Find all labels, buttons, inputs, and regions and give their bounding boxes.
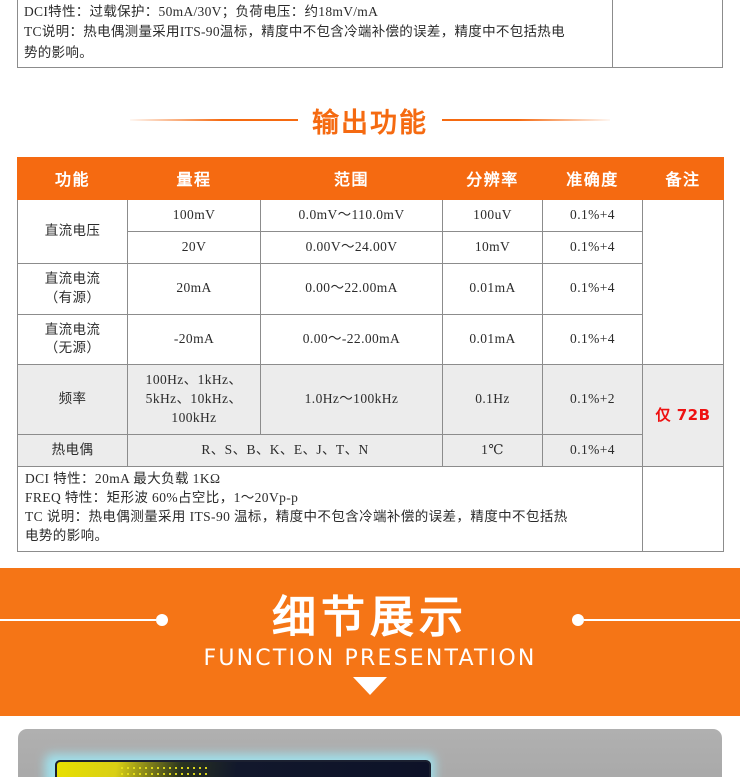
- detail-presentation-banner: 细节展示 FUNCTION PRESENTATION: [0, 568, 740, 716]
- banner-dot-right-icon: [572, 614, 584, 626]
- cell-resolution: 0.1Hz: [442, 364, 543, 436]
- table-header-row: 功能 量程 范围 分辨率 准确度 备注: [17, 157, 724, 200]
- banner-dot-left-icon: [156, 614, 168, 626]
- footer-blank-cell: [642, 465, 724, 553]
- cell-accuracy: 0.1%+4: [542, 230, 643, 264]
- footnote-freq: FREQ 特性：矩形波 60%占空比，1～20Vp-p: [25, 489, 299, 505]
- col-header-accuracy: 准确度: [542, 157, 643, 200]
- cell-resolution: 0.01mA: [442, 262, 543, 315]
- cell-line-2: （无源）: [44, 340, 101, 356]
- table-row: 热电偶 R、S、B、K、E、J、T、N 1℃ 0.1%+4: [17, 434, 724, 467]
- top-blank-cell: [612, 0, 723, 68]
- cell-accuracy: 0.1%+4: [542, 313, 643, 366]
- table-row: 直流电流 （无源） -20mA 0.00～-22.00mA 0.01mA 0.1…: [17, 313, 724, 366]
- note-line-dci: DCI特性：过载保护：50mA/30V；负荷电压：约18mV/mA: [24, 4, 379, 19]
- output-function-table: 功能 量程 范围 分辨率 准确度 备注 直流电压 100mV 0.0mV～110…: [17, 157, 724, 553]
- cell-span: 0.00～22.00mA: [260, 262, 443, 315]
- table-row: 直流电压 100mV 0.0mV～110.0mV 100uV 0.1%+4: [17, 198, 724, 366]
- cell-range: 100mV: [127, 199, 261, 232]
- cell-function-dci-passive: 直流电流 （无源）: [17, 313, 128, 366]
- cell-resolution: 100uV: [442, 199, 543, 232]
- cell-line-2: 5kHz、10kHz、: [145, 391, 243, 407]
- heading-rule-right-icon: [442, 119, 610, 121]
- section-title: 输出功能: [312, 107, 428, 139]
- cell-function-dci-active: 直流电流 （有源）: [17, 262, 128, 315]
- cell-remark-72b: 仅 72B: [642, 364, 724, 467]
- product-photo: [0, 716, 740, 777]
- spec-table: 功能 量程 范围 分辨率 准确度 备注 直流电压 100mV 0.0mV～110…: [17, 157, 724, 553]
- table-row: 频率 100Hz、1kHz、 5kHz、10kHz、 100kHz 1.0Hz～…: [17, 364, 724, 467]
- cell-range: -20mA: [127, 313, 261, 366]
- footnote-tc: TC 说明：热电偶测量采用 ITS-90 温标，精度中不包含冷端补偿的误差，精度…: [25, 508, 568, 524]
- footnote-tc-cont: 电势的影响。: [25, 527, 109, 543]
- footnote-dci: DCI 特性：20mA 最大负载 1KΩ: [25, 470, 221, 486]
- cell-accuracy: 0.1%+4: [542, 262, 643, 315]
- cell-remark-blank: [642, 198, 724, 366]
- cell-resolution: 1℃: [442, 434, 543, 467]
- cell-line-1: 直流电流: [44, 321, 101, 337]
- banner-rule-right-icon: [584, 619, 740, 621]
- cell-range: 20mA: [127, 262, 261, 315]
- cell-span: 0.0mV～110.0mV: [260, 199, 443, 232]
- cell-line-3: 100kHz: [171, 410, 217, 426]
- col-header-function: 功能: [17, 157, 128, 200]
- cell-span-thermocouple: R、S、B、K、E、J、T、N: [127, 434, 443, 467]
- cell-line-1: 直流电流: [44, 270, 101, 286]
- note-line-tc: TC说明：热电偶测量采用ITS-90温标，精度中不包含冷端补偿的误差，精度中不包…: [24, 24, 565, 40]
- col-header-span: 范围: [260, 157, 443, 200]
- table-row: DCI特性：过载保护：50mA/30V；负荷电压：约18mV/mA TC说明：热…: [17, 0, 723, 68]
- remark-badge-text: 仅 72B: [655, 406, 711, 425]
- banner-title: 细节展示: [272, 592, 468, 644]
- cell-span: 1.0Hz～100kHz: [260, 364, 443, 436]
- section-heading: 输出功能: [0, 95, 740, 145]
- table-row-footnotes: DCI 特性：20mA 最大负载 1KΩ FREQ 特性：矩形波 60%占空比，…: [17, 465, 724, 553]
- cell-function-thermocouple: 热电偶: [17, 434, 128, 467]
- cell-accuracy: 0.1%+4: [542, 199, 643, 232]
- table-row: 直流电流 （有源） 20mA 0.00～22.00mA 0.01mA 0.1%+…: [17, 262, 724, 315]
- cell-resolution: 10mV: [442, 230, 543, 264]
- footer-notes-cell: DCI 特性：20mA 最大负载 1KΩ FREQ 特性：矩形波 60%占空比，…: [17, 465, 643, 553]
- chevron-down-icon: [353, 676, 387, 695]
- cell-span: 0.00～-22.00mA: [260, 313, 443, 366]
- continued-spec-table: DCI特性：过载保护：50mA/30V；负荷电压：约18mV/mA TC说明：热…: [17, 0, 723, 68]
- cell-line-2: （有源）: [44, 289, 101, 305]
- cell-function-frequency: 频率: [17, 364, 128, 436]
- lcd-halftone-pattern-icon: [119, 765, 207, 777]
- col-header-remark: 备注: [642, 157, 724, 200]
- banner-subtitle: FUNCTION PRESENTATION: [203, 645, 537, 671]
- note-line-tc-cont: 势的影响。: [24, 44, 93, 60]
- heading-rule-left-icon: [130, 119, 298, 121]
- top-notes-cell: DCI特性：过载保护：50mA/30V；负荷电压：约18mV/mA TC说明：热…: [17, 0, 613, 68]
- cell-span: 0.00V～24.00V: [260, 230, 443, 264]
- col-header-resolution: 分辨率: [442, 157, 543, 200]
- cell-accuracy: 0.1%+4: [542, 434, 643, 467]
- cell-resolution: 0.01mA: [442, 313, 543, 366]
- col-header-range: 量程: [127, 157, 261, 200]
- device-lcd-screen: [55, 760, 431, 777]
- banner-rule-left-icon: [0, 619, 156, 621]
- cell-line-1: 100Hz、1kHz、: [145, 372, 243, 388]
- cell-accuracy: 0.1%+2: [542, 364, 643, 436]
- table-row: 20V 0.00V～24.00V 10mV 0.1%+4: [18, 230, 724, 264]
- cell-range-frequency: 100Hz、1kHz、 5kHz、10kHz、 100kHz: [127, 364, 261, 436]
- cell-function-dcv: 直流电压: [17, 199, 128, 264]
- banner-content: 细节展示 FUNCTION PRESENTATION: [0, 568, 740, 716]
- cell-range: 20V: [127, 230, 261, 264]
- top-table: DCI特性：过载保护：50mA/30V；负荷电压：约18mV/mA TC说明：热…: [17, 0, 723, 68]
